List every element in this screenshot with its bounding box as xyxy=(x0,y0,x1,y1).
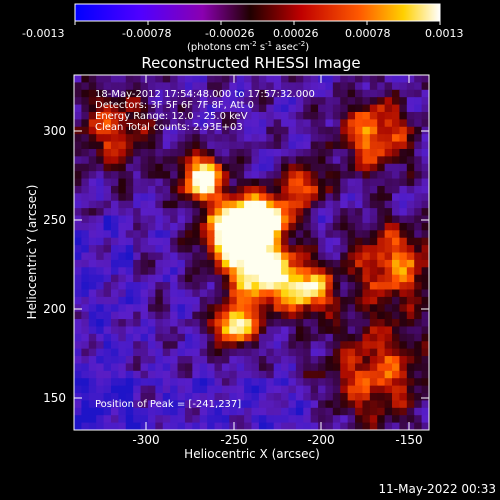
y-tick-label: 150 xyxy=(43,391,66,405)
x-tick-label: -300 xyxy=(132,433,159,447)
footer-timestamp: 11-May-2022 00:33 xyxy=(379,482,496,496)
colorbar-tick-label: -0.00078 xyxy=(122,27,171,40)
x-tick-label: -250 xyxy=(220,433,247,447)
info-line-counts: Clean Total counts: 2.93E+03 xyxy=(95,122,243,133)
info-line-energy: Energy Range: 12.0 - 25.0 keV xyxy=(95,111,248,122)
axis-ticks xyxy=(74,75,429,430)
plot-frame xyxy=(73,74,430,431)
image-pixel-grid xyxy=(74,75,429,430)
colorbar: -0.0013 -0.00078 -0.00026 0.00026 0.0007… xyxy=(22,3,464,53)
colorbar-tick-label: 0.00078 xyxy=(345,27,391,40)
colorbar-units: (photons cm-2 s-1 asec-2) xyxy=(187,40,309,53)
colorbar-gradient xyxy=(74,3,441,22)
rhessi-image xyxy=(74,75,429,430)
x-axis-label: Heliocentric X (arcsec) xyxy=(184,447,320,461)
observation-info: 18-May-2012 17:54:48.000 to 17:57:32.000… xyxy=(95,89,315,133)
peak-position-label: Position of Peak = [-241,237] xyxy=(95,399,241,410)
info-line-time: 18-May-2012 17:54:48.000 to 17:57:32.000 xyxy=(95,89,315,100)
x-tick-label: -150 xyxy=(395,433,422,447)
y-tick-label: 200 xyxy=(43,302,66,316)
y-tick-label: 250 xyxy=(43,213,66,227)
plot-title: Reconstructed RHESSI Image xyxy=(141,54,360,72)
colorbar-tick-label: -0.00026 xyxy=(205,27,254,40)
info-line-detectors: Detectors: 3F 5F 6F 7F 8F, Att 0 xyxy=(95,100,254,111)
colorbar-tick-label: -0.0013 xyxy=(22,27,64,40)
y-tick-label: 300 xyxy=(43,124,66,138)
colorbar-tick-label: 0.0013 xyxy=(425,27,464,40)
colorbar-tick-label: 0.00026 xyxy=(273,27,319,40)
y-axis-label: Heliocentric Y (arcsec) xyxy=(25,185,39,320)
x-tick-label: -200 xyxy=(307,433,334,447)
